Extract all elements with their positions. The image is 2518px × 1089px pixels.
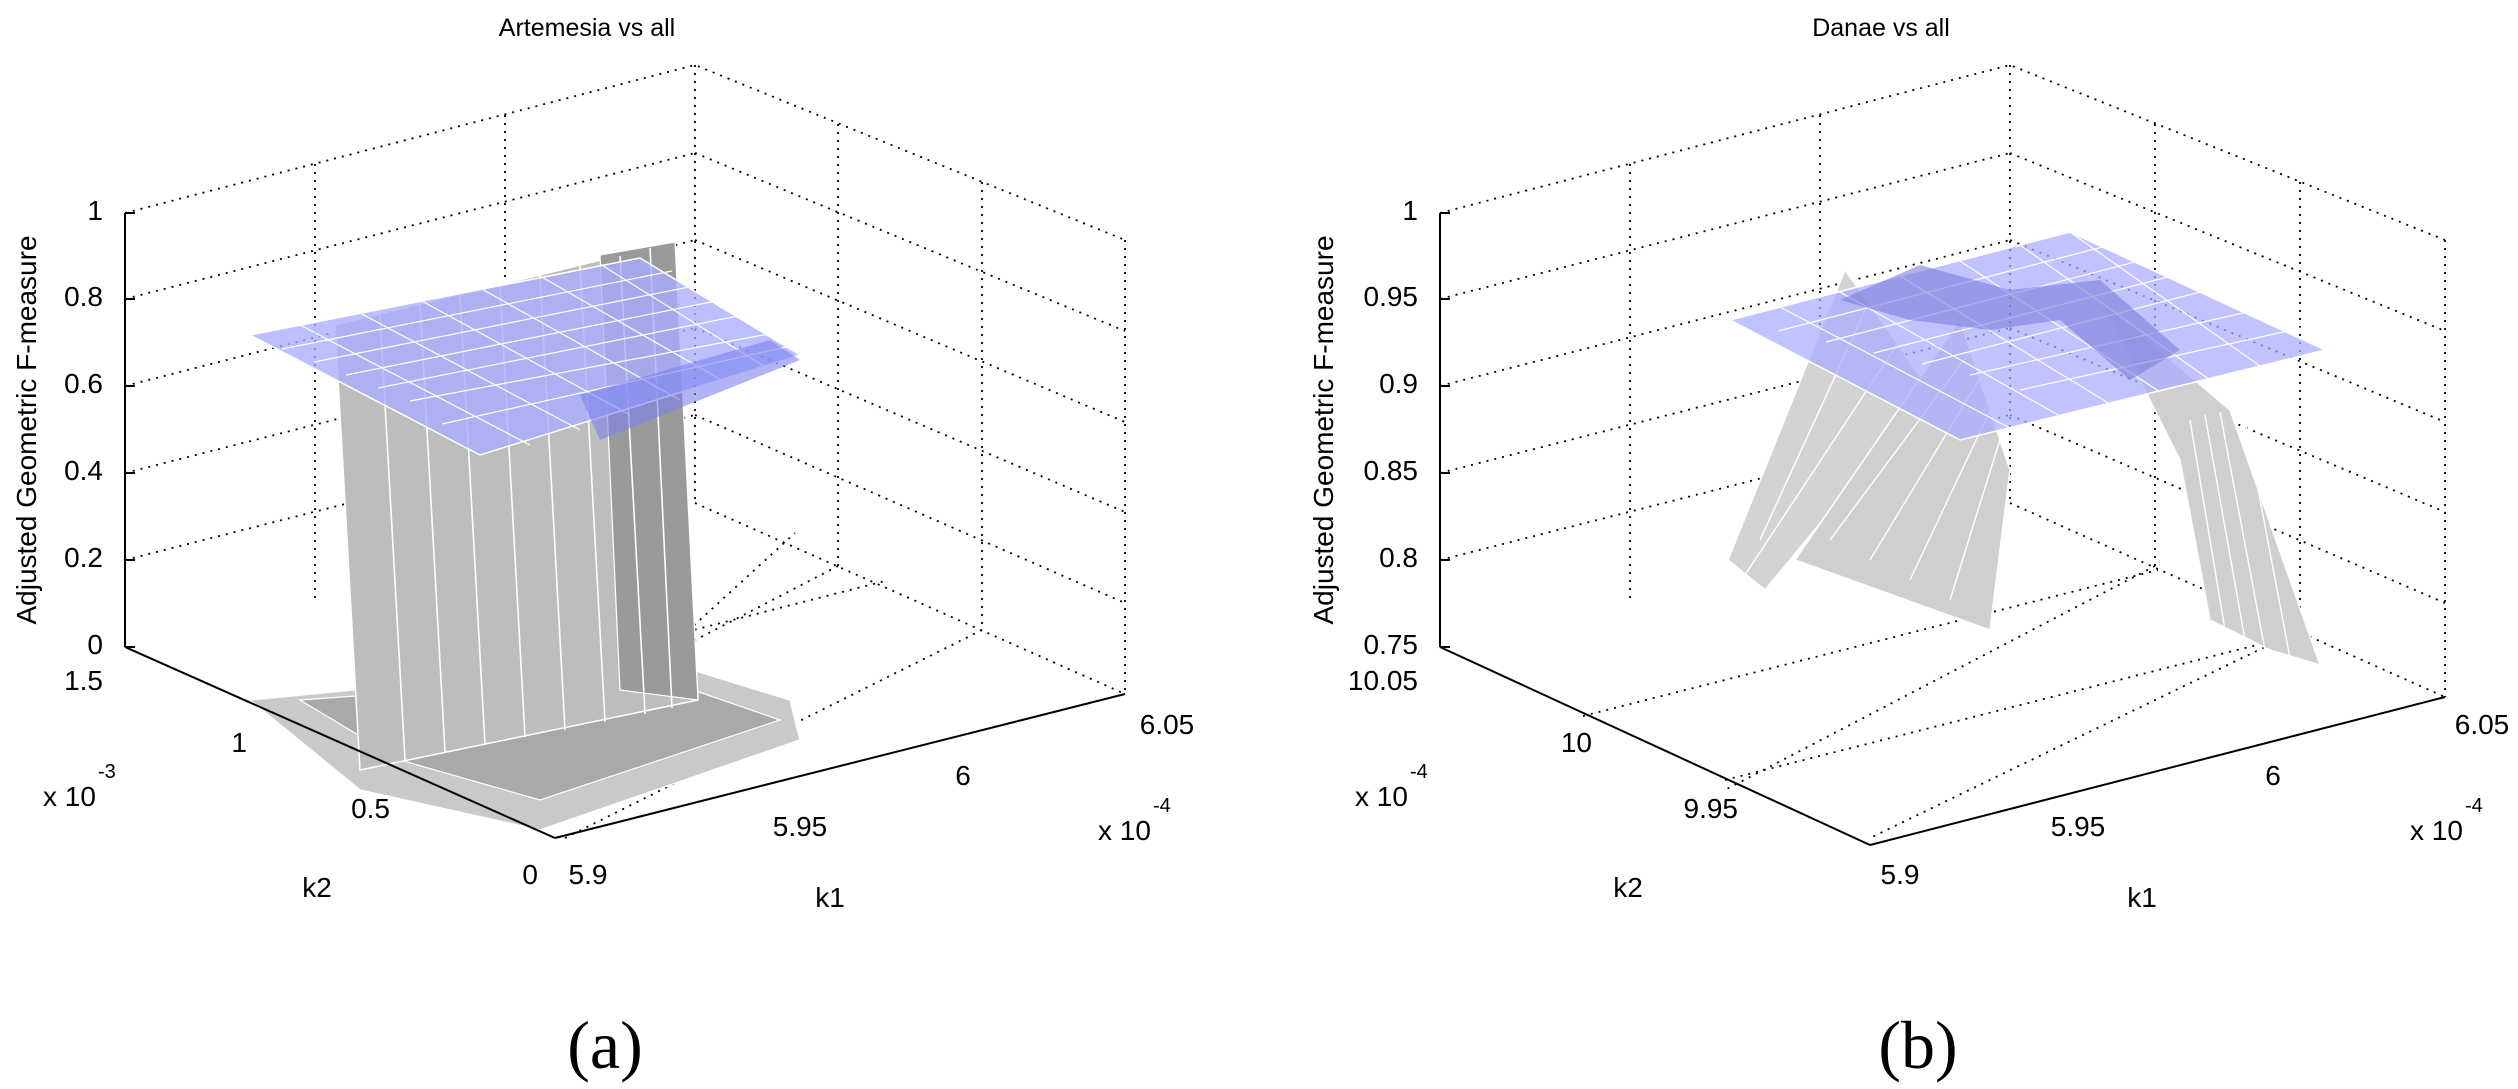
panel-a: Artemesia vs all: [11, 14, 1194, 1083]
axis-k1-a: [554, 693, 1126, 839]
z-tick-label: 0.9: [1379, 368, 1418, 399]
x-axis-label-b: k1: [2127, 882, 2157, 913]
z-tick-label: 0.6: [64, 368, 103, 399]
x-tick-label: 5.9: [569, 859, 608, 890]
x-tick-label: 5.95: [2051, 811, 2106, 842]
z-axis-label-b: Adjusted Geometric F-measure: [1308, 235, 1339, 624]
grid-z-right-a-04: [694, 327, 1126, 513]
grid-z-right-b-085: [2009, 327, 2446, 513]
z-tick-label: 0.95: [1364, 281, 1419, 312]
grid-floor-b-1: [1582, 569, 2159, 717]
grid-lines-b: [1439, 64, 2446, 839]
surface-a: [247, 241, 802, 831]
grid-z-right-a-02: [694, 414, 1126, 604]
caption-a: (a): [567, 1007, 642, 1083]
grid-floor-b-3: [1724, 565, 2156, 791]
y-multiplier-exponent: -3: [98, 761, 116, 783]
axis-k2-a: [124, 646, 556, 839]
z-tick-label: 0.4: [64, 455, 103, 486]
z-tick-label: 0.85: [1364, 455, 1419, 486]
grid-top-edge-b: [1439, 64, 2446, 241]
grid-floor-back-a: [694, 502, 1126, 695]
z-tick-label: 0.8: [1379, 542, 1418, 573]
axes-b: [1439, 212, 2446, 846]
surface-plane-a: [247, 257, 802, 456]
chart-title-a: Artemesia vs all: [499, 14, 675, 42]
x-tick-label: 5.95: [773, 811, 828, 842]
x-multiplier-a: x 10 -4: [1098, 795, 1171, 846]
x-axis-label-a: k1: [815, 882, 845, 913]
y-axis-label-a: k2: [302, 872, 332, 903]
grid-z-right-a-08: [694, 152, 1126, 332]
x-multiplier-text: x 10: [2410, 815, 2463, 846]
z-axis-label-a: Adjusted Geometric F-measure: [11, 235, 42, 624]
y-multiplier-text: x 10: [43, 781, 96, 812]
z-tick-labels-b: 1 0.95 0.9 0.85 0.8 0.75: [1364, 195, 1419, 660]
z-tick-label: 1: [87, 195, 103, 226]
y-multiplier-b: x 10 -4: [1355, 761, 1428, 812]
z-tick-label: 1: [1402, 195, 1418, 226]
z-tick-label: 0.75: [1364, 629, 1419, 660]
x-multiplier-exponent: -4: [1153, 795, 1171, 817]
y-tick-label: 10: [1561, 727, 1592, 758]
grid-z-right-b-09: [2009, 239, 2446, 423]
z-tick-label: 0.8: [64, 281, 103, 312]
z-tick-label: 0.2: [64, 542, 103, 573]
y-tick-label: 1.5: [64, 665, 103, 696]
y-tick-labels-b: 10.05 10 9.95: [1348, 665, 1738, 824]
grid-z-right-a-06: [694, 239, 1126, 423]
x-tick-label: 5.9: [1881, 859, 1920, 890]
x-tick-label: 6: [2265, 760, 2281, 791]
x-tick-label: 6.05: [1140, 709, 1195, 740]
y-tick-labels-a: 1.5 1 0.5 0: [64, 665, 538, 890]
y-tick-label: 10.05: [1348, 665, 1418, 696]
surface-plane-mesh-a: [281, 263, 796, 446]
surface-plane-dark-a: [580, 340, 800, 440]
y-axis-label-b: k2: [1613, 872, 1643, 903]
x-multiplier-b: x 10 -4: [2410, 795, 2483, 846]
y-tick-label: 0: [522, 859, 538, 890]
grid-floor-b-4: [1869, 629, 2301, 839]
x-multiplier-text: x 10: [1098, 815, 1151, 846]
x-tick-labels-b: 5.9 5.95 6 6.05: [1881, 709, 2510, 890]
y-multiplier-a: x 10 -3: [43, 761, 116, 812]
grid-top-edge-a: [124, 64, 1126, 241]
y-tick-label: 1: [231, 727, 247, 758]
grid-floor-b-2: [1724, 633, 2301, 781]
x-tick-labels-a: 5.9 5.95 6 6.05: [569, 709, 1195, 890]
surface-slope-right-mesh-b: [2189, 411, 2291, 659]
axes-a: [124, 212, 1126, 839]
x-multiplier-exponent: -4: [2465, 795, 2483, 817]
x-tick-label: 6.05: [2455, 709, 2510, 740]
caption-b: (b): [1878, 1007, 1957, 1083]
y-multiplier-exponent: -4: [1410, 761, 1428, 783]
y-tick-label: 9.95: [1684, 793, 1739, 824]
surface-b: [1727, 231, 2328, 667]
x-tick-label: 6: [955, 760, 971, 791]
chart-title-b: Danae vs all: [1812, 14, 1950, 42]
y-multiplier-text: x 10: [1355, 781, 1408, 812]
panel-b: Danae vs all: [1308, 14, 2509, 1083]
axis-k1-b: [1869, 696, 2446, 846]
z-tick-labels-a: 1 0.8 0.6 0.4 0.2 0: [64, 195, 103, 660]
z-tick-label: 0: [87, 629, 103, 660]
y-tick-label: 0.5: [351, 793, 390, 824]
axis-k2-b: [1439, 646, 1871, 846]
surface-ridge-b: [1840, 265, 2180, 380]
